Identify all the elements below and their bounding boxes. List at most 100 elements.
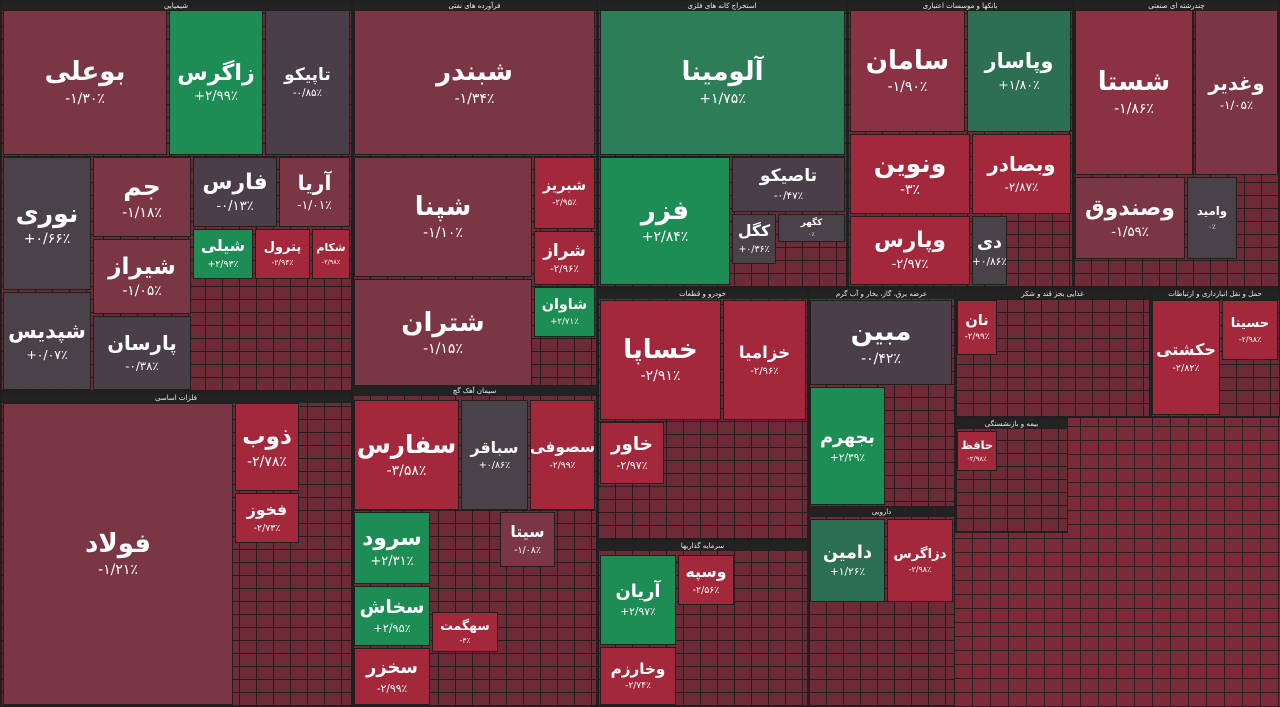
- stock-tile[interactable]: وپارس -۲/۹۷٪: [850, 216, 970, 285]
- stock-change: -۱/۱۸٪: [122, 204, 162, 221]
- stock-change: +۲/۳۹٪: [829, 451, 866, 464]
- stock-tile[interactable]: سامان -۱/۹۰٪: [850, 10, 965, 132]
- stock-tile[interactable]: وبصادر -۲/۸۷٪: [972, 134, 1071, 214]
- sector-title: فلزات اساسی: [1, 393, 351, 403]
- stock-tile[interactable]: سهگمت -۳٪: [432, 612, 498, 652]
- sector: فرآورده های نفتی شبندر -۱/۳۴٪ شپنا -۱/۱۰٪ شتر…: [352, 0, 597, 392]
- stock-tile[interactable]: سیتا -۱/۰۸٪: [500, 512, 555, 567]
- stock-name: فولاد: [84, 528, 152, 559]
- stock-tile[interactable]: تاصیکو -۰/۴۷٪: [732, 157, 845, 212]
- stock-tile[interactable]: شیراز -۱/۰۵٪: [93, 239, 191, 314]
- stock-tile[interactable]: حسینا -۲/۹۸٪: [1222, 300, 1278, 360]
- stock-tile[interactable]: دی +۰/۸۶٪: [972, 216, 1007, 285]
- stock-tile[interactable]: شیلی +۲/۹۳٪: [193, 229, 253, 279]
- sector: حمل و نقل انبارداری و ارتباطات حکشتی -۲/۸۲…: [1150, 288, 1280, 418]
- stock-tile[interactable]: فارس -۰/۱۳٪: [193, 157, 277, 227]
- stock-tile[interactable]: شراز -۲/۹۶٪: [534, 231, 595, 285]
- stock-tile[interactable]: شکام -۲/۹۸٪: [312, 229, 350, 279]
- stock-change: -۲/۹۸٪: [967, 455, 987, 464]
- stock-change: -۲/۹۷٪: [616, 458, 648, 472]
- stock-tile[interactable]: حافظ -۲/۹۸٪: [957, 431, 997, 471]
- stock-name: دزاگرس: [893, 546, 947, 562]
- sector-title: استخراج کانه های فلزی: [598, 1, 846, 11]
- stock-tile[interactable]: کگهر ۰٪: [778, 214, 845, 242]
- stock-tile[interactable]: کگل +۰/۳۶٪: [732, 214, 776, 264]
- stock-change: +۲/۹۵٪: [373, 621, 411, 635]
- stock-tile[interactable]: آریان +۲/۹۷٪: [600, 555, 676, 645]
- stock-change: ۰٪: [808, 231, 815, 239]
- stock-tile[interactable]: دامین +۱/۲۶٪: [810, 519, 885, 602]
- stock-change: -۱/۳۴٪: [454, 90, 495, 107]
- sector-title: غذایی بجز قند و شکر: [956, 289, 1149, 299]
- stock-name: فخوز: [246, 501, 288, 520]
- stock-tile[interactable]: فخوز -۲/۷۳٪: [235, 493, 299, 543]
- stock-change: -۲/۹۱٪: [640, 368, 681, 385]
- stock-tile[interactable]: شبندر -۱/۳۴٪: [354, 10, 595, 155]
- stock-tile[interactable]: فولاد -۱/۲۱٪: [3, 403, 233, 705]
- stock-tile[interactable]: ذوب -۲/۷۸٪: [235, 403, 299, 491]
- stock-change: +۰/۳۶٪: [738, 243, 770, 255]
- stock-change: +۲/۷۱٪: [550, 316, 579, 327]
- stock-tile[interactable]: ونوین -۳٪: [850, 134, 970, 214]
- stock-tile[interactable]: نوری +۰/۶۶٪: [3, 157, 91, 290]
- stock-name: دی: [976, 232, 1003, 253]
- stock-change: +۲/۸۴٪: [641, 229, 689, 246]
- stock-tile[interactable]: وغدیر -۱/۰۵٪: [1195, 10, 1278, 175]
- stock-change: +۰/۰۷٪: [26, 346, 68, 362]
- stock-tile[interactable]: حکشتی -۲/۸۲٪: [1152, 300, 1220, 415]
- stock-tile[interactable]: خزامیا -۲/۹۶٪: [723, 300, 806, 420]
- stock-tile[interactable]: بوعلی -۱/۳۰٪: [3, 10, 167, 155]
- stock-change: -۲/۹۴٪: [271, 258, 294, 268]
- stock-tile[interactable]: شبریز -۲/۹۵٪: [534, 157, 595, 229]
- stock-tile[interactable]: سصوفی -۲/۹۹٪: [530, 400, 595, 510]
- stock-change: -۱/۳۰٪: [65, 90, 105, 107]
- stock-tile[interactable]: تاپیکو -۰/۸۵٪: [265, 10, 350, 155]
- stock-tile[interactable]: وپاسار +۱/۸۰٪: [967, 10, 1071, 132]
- stock-tile[interactable]: سخزر -۲/۹۹٪: [354, 648, 430, 705]
- stock-tile[interactable]: وسپه -۲/۵۶٪: [678, 555, 734, 605]
- stock-name: آلومینا: [681, 57, 764, 88]
- stock-tile[interactable]: شاوان +۲/۷۱٪: [534, 287, 595, 337]
- sector: خودرو و قطعات خساپا -۲/۹۱٪ خزامیا -۲/۹۶٪ خاور…: [597, 288, 808, 540]
- stock-tile[interactable]: دزاگرس -۲/۹۸٪: [887, 519, 953, 602]
- stock-name: شکام: [316, 241, 346, 255]
- stock-tile[interactable]: وخارزم -۲/۷۴٪: [600, 647, 676, 705]
- stock-tile[interactable]: شستا -۱/۸۶٪: [1075, 10, 1193, 175]
- stock-tile[interactable]: شتران -۱/۱۵٪: [354, 279, 532, 387]
- stock-tile[interactable]: خساپا -۲/۹۱٪: [600, 300, 721, 420]
- stock-change: -۲/۷۳٪: [253, 522, 281, 534]
- stock-tile[interactable]: نان -۲/۹۹٪: [957, 300, 997, 355]
- stock-tile[interactable]: سخاش +۲/۹۵٪: [354, 586, 430, 646]
- stock-tile[interactable]: خاور -۲/۹۷٪: [600, 422, 664, 484]
- stock-tile[interactable]: آلومینا +۱/۷۵٪: [600, 10, 845, 155]
- stock-tile[interactable]: شپنا -۱/۱۰٪: [354, 157, 532, 277]
- stock-change: -۱/۹۰٪: [887, 79, 928, 96]
- stock-name: پترول: [263, 239, 302, 255]
- stock-name: وامید: [1196, 204, 1228, 219]
- stock-tile[interactable]: بجهرم +۲/۳۹٪: [810, 387, 885, 505]
- stock-change: +۱/۲۶٪: [829, 566, 866, 579]
- stock-tile[interactable]: پترول -۲/۹۴٪: [255, 229, 310, 279]
- stock-tile[interactable]: مبین -۰/۴۲٪: [810, 300, 952, 385]
- stock-tile[interactable]: فزر +۲/۸۴٪: [600, 157, 730, 285]
- stock-change: +۲/۹۳٪: [207, 258, 239, 270]
- stock-name: تاپیکو: [284, 64, 331, 85]
- stock-tile[interactable]: وصندوق -۱/۵۹٪: [1075, 177, 1185, 259]
- stock-change: -۰/۳۸٪: [125, 358, 159, 373]
- stock-tile[interactable]: زاگرس +۲/۹۹٪: [169, 10, 263, 155]
- stock-tile[interactable]: سرود +۲/۳۱٪: [354, 512, 430, 584]
- stock-change: -۲/۹۸٪: [321, 257, 341, 266]
- stock-name: سخاش: [359, 597, 425, 619]
- stock-name: حسینا: [1230, 316, 1270, 332]
- stock-tile[interactable]: شپدیس +۰/۰۷٪: [3, 292, 91, 390]
- stock-tile[interactable]: جم -۱/۱۸٪: [93, 157, 191, 237]
- stock-change: -۱/۰۱٪: [297, 198, 332, 213]
- stock-name: تاصیکو: [759, 166, 818, 187]
- stock-tile[interactable]: سباقر +۰/۸۶٪: [461, 400, 528, 510]
- stock-tile[interactable]: آریا -۱/۰۱٪: [279, 157, 350, 227]
- stock-tile[interactable]: وامید ۰٪: [1187, 177, 1237, 259]
- stock-change: -۲/۵۶٪: [692, 584, 720, 596]
- stock-change: -۲/۹۵٪: [552, 197, 577, 208]
- stock-tile[interactable]: سفارس -۳/۵۸٪: [354, 400, 459, 510]
- stock-tile[interactable]: پارسان -۰/۳۸٪: [93, 316, 191, 390]
